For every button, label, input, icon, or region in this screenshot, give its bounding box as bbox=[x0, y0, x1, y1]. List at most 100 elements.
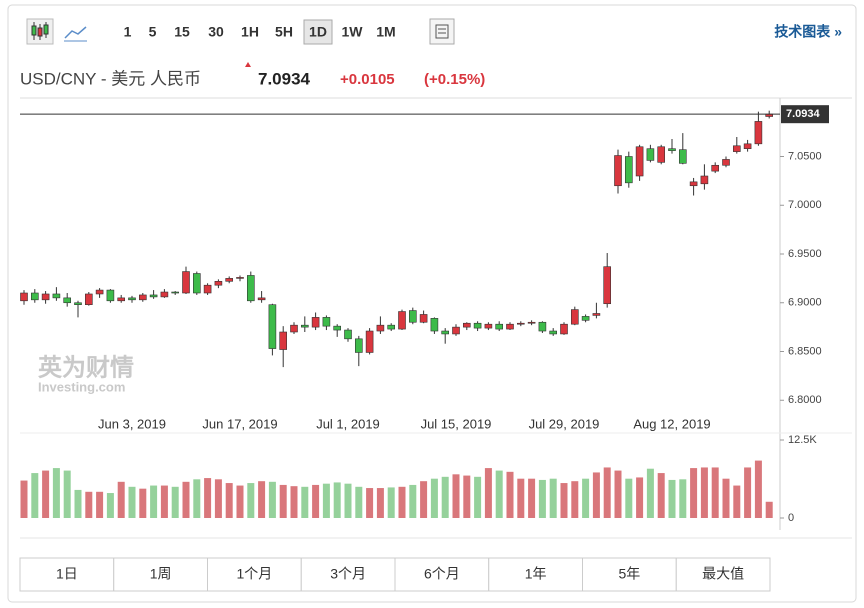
volume-bar bbox=[582, 478, 590, 518]
volume-bar bbox=[96, 491, 104, 518]
volume-bar bbox=[420, 481, 428, 518]
candle-body bbox=[549, 330, 558, 335]
volume-bar bbox=[301, 486, 309, 518]
x-tick-label: Jun 3, 2019 bbox=[98, 416, 166, 431]
candle-body bbox=[279, 331, 288, 350]
price: 7.0934 bbox=[258, 69, 311, 88]
x-tick-label: Jul 15, 2019 bbox=[421, 416, 492, 431]
period-label[interactable]: 1年 bbox=[525, 566, 547, 582]
period-button[interactable] bbox=[675, 557, 771, 592]
interval-button[interactable]: 1M bbox=[376, 24, 395, 40]
period-label[interactable]: 5年 bbox=[618, 566, 640, 582]
candle-body bbox=[452, 326, 460, 335]
period-button[interactable] bbox=[300, 557, 396, 592]
candle-body bbox=[462, 322, 471, 328]
candle-body bbox=[398, 311, 406, 330]
up-arrow bbox=[245, 62, 251, 67]
volume-bar bbox=[614, 470, 622, 518]
candle-body bbox=[624, 156, 633, 184]
interval-button[interactable]: 1H bbox=[241, 24, 259, 40]
interval-button[interactable]: 1 bbox=[124, 24, 132, 40]
candle-body bbox=[290, 324, 298, 333]
candle-icon bbox=[31, 22, 49, 40]
y-tick-label: 6.8500 bbox=[788, 345, 822, 357]
candle-body bbox=[419, 314, 428, 323]
candle-body bbox=[182, 271, 190, 294]
volume-bar bbox=[182, 481, 190, 518]
candle-body bbox=[408, 310, 417, 323]
candle-body bbox=[484, 323, 493, 329]
volume-bar bbox=[333, 482, 341, 518]
technical-chart-link[interactable]: 技术图表 » bbox=[774, 24, 842, 40]
interval-button[interactable]: 1D bbox=[309, 24, 327, 40]
candle-body bbox=[430, 318, 439, 332]
volume-bar bbox=[506, 471, 514, 518]
candle-body bbox=[635, 146, 644, 177]
candle-body bbox=[603, 266, 612, 305]
candle-body bbox=[560, 323, 568, 335]
interval-button[interactable]: 5H bbox=[275, 24, 293, 40]
interval-button[interactable]: 15 bbox=[174, 24, 190, 40]
candle-body bbox=[106, 289, 115, 302]
volume-bar bbox=[603, 467, 611, 518]
volume-bar bbox=[668, 479, 676, 518]
volume-bar bbox=[236, 485, 244, 518]
period-button[interactable] bbox=[394, 557, 490, 592]
volume-bar bbox=[42, 470, 50, 518]
volume-bar bbox=[268, 481, 276, 518]
candle-body bbox=[117, 297, 125, 302]
period-label[interactable]: 3个月 bbox=[330, 566, 366, 582]
y-tick-label: 6.8000 bbox=[788, 394, 822, 406]
period-button[interactable] bbox=[582, 557, 677, 592]
volume-bar bbox=[139, 488, 147, 518]
interval-button[interactable]: 5 bbox=[149, 24, 157, 40]
change: +0.0105 bbox=[340, 71, 395, 88]
candle-body bbox=[149, 294, 158, 298]
x-tick-label: Jul 29, 2019 bbox=[529, 416, 600, 431]
volume-bar bbox=[765, 501, 773, 518]
candle-body bbox=[592, 313, 601, 316]
candle-body bbox=[171, 291, 179, 294]
settings-button[interactable] bbox=[429, 18, 455, 45]
period-label[interactable]: 6个月 bbox=[424, 566, 460, 582]
candle-body bbox=[322, 317, 331, 327]
candle-body bbox=[365, 330, 374, 353]
volume-bar bbox=[225, 483, 233, 518]
candle-body bbox=[95, 289, 104, 295]
y-tick-label: 6.9000 bbox=[788, 297, 822, 309]
period-label[interactable]: 最大值 bbox=[702, 566, 744, 582]
candle-body bbox=[754, 121, 763, 145]
volume-bar bbox=[322, 483, 330, 518]
line-mode-button[interactable] bbox=[64, 26, 87, 39]
volume-bar bbox=[160, 485, 168, 518]
watermark-site: Investing.com bbox=[38, 379, 125, 394]
volume-bar bbox=[128, 486, 136, 518]
period-label[interactable]: 1个月 bbox=[236, 566, 272, 582]
interval-button[interactable]: 1W bbox=[342, 24, 364, 40]
volume-bar bbox=[549, 478, 557, 518]
candle-body bbox=[85, 293, 93, 306]
interval-button[interactable]: 30 bbox=[208, 24, 224, 40]
volume-bar bbox=[744, 467, 752, 518]
volume-bar bbox=[679, 479, 687, 518]
candle-body bbox=[538, 321, 547, 332]
period-label[interactable]: 1日 bbox=[56, 566, 78, 582]
candle-body bbox=[344, 329, 352, 340]
volume-bar bbox=[106, 493, 114, 518]
volume-bar bbox=[430, 478, 438, 518]
y2-tick-label: 12.5K bbox=[788, 434, 817, 446]
y2-tick-label: 0 bbox=[788, 512, 794, 524]
settings-icon bbox=[435, 24, 449, 39]
volume-bar bbox=[355, 486, 363, 518]
volume-bar bbox=[85, 491, 93, 518]
x-tick-label: Jul 1, 2019 bbox=[316, 416, 380, 431]
candle-body bbox=[387, 324, 396, 330]
period-label[interactable]: 1周 bbox=[150, 566, 172, 582]
interval-active[interactable] bbox=[303, 19, 333, 45]
candle-body bbox=[376, 324, 385, 332]
candle-body bbox=[732, 145, 741, 152]
volume-bar bbox=[571, 481, 579, 518]
period-button[interactable] bbox=[113, 557, 208, 592]
volume-bar bbox=[657, 473, 665, 518]
